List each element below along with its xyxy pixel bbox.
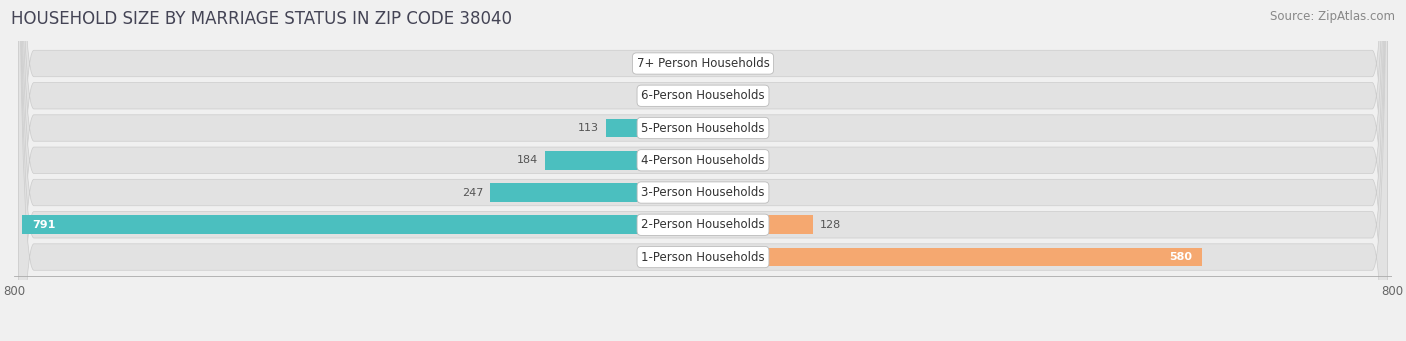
- FancyBboxPatch shape: [18, 0, 1388, 341]
- Text: 1-Person Households: 1-Person Households: [641, 251, 765, 264]
- Bar: [544, 151, 703, 169]
- Bar: [696, 54, 703, 73]
- Bar: [703, 151, 738, 169]
- Text: 128: 128: [820, 220, 841, 230]
- Bar: [491, 183, 703, 202]
- FancyBboxPatch shape: [18, 0, 1388, 341]
- Text: 2-Person Households: 2-Person Households: [641, 218, 765, 231]
- Bar: [703, 86, 738, 105]
- Text: 3-Person Households: 3-Person Households: [641, 186, 765, 199]
- Text: 4-Person Households: 4-Person Households: [641, 154, 765, 167]
- Text: 0: 0: [744, 123, 751, 133]
- Text: 580: 580: [1170, 252, 1192, 262]
- Text: HOUSEHOLD SIZE BY MARRIAGE STATUS IN ZIP CODE 38040: HOUSEHOLD SIZE BY MARRIAGE STATUS IN ZIP…: [11, 10, 512, 28]
- Text: 791: 791: [32, 220, 55, 230]
- Bar: [22, 216, 703, 234]
- Text: 0: 0: [744, 188, 751, 197]
- FancyBboxPatch shape: [18, 0, 1388, 341]
- Text: 247: 247: [463, 188, 484, 197]
- Bar: [703, 216, 813, 234]
- Text: 7+ Person Households: 7+ Person Households: [637, 57, 769, 70]
- Text: 113: 113: [578, 123, 599, 133]
- Text: 5-Person Households: 5-Person Households: [641, 121, 765, 134]
- Text: 0: 0: [744, 155, 751, 165]
- Text: 33: 33: [654, 91, 668, 101]
- Bar: [703, 119, 738, 137]
- Text: 0: 0: [744, 59, 751, 69]
- Bar: [606, 119, 703, 137]
- Text: Source: ZipAtlas.com: Source: ZipAtlas.com: [1270, 10, 1395, 23]
- FancyBboxPatch shape: [18, 0, 1388, 341]
- FancyBboxPatch shape: [18, 0, 1388, 341]
- Bar: [675, 86, 703, 105]
- Text: 8: 8: [682, 59, 689, 69]
- Text: 0: 0: [744, 91, 751, 101]
- Text: 6-Person Households: 6-Person Households: [641, 89, 765, 102]
- Text: 184: 184: [516, 155, 537, 165]
- FancyBboxPatch shape: [18, 0, 1388, 341]
- Bar: [703, 54, 738, 73]
- FancyBboxPatch shape: [18, 0, 1388, 341]
- Bar: [703, 183, 738, 202]
- Bar: [703, 248, 1202, 266]
